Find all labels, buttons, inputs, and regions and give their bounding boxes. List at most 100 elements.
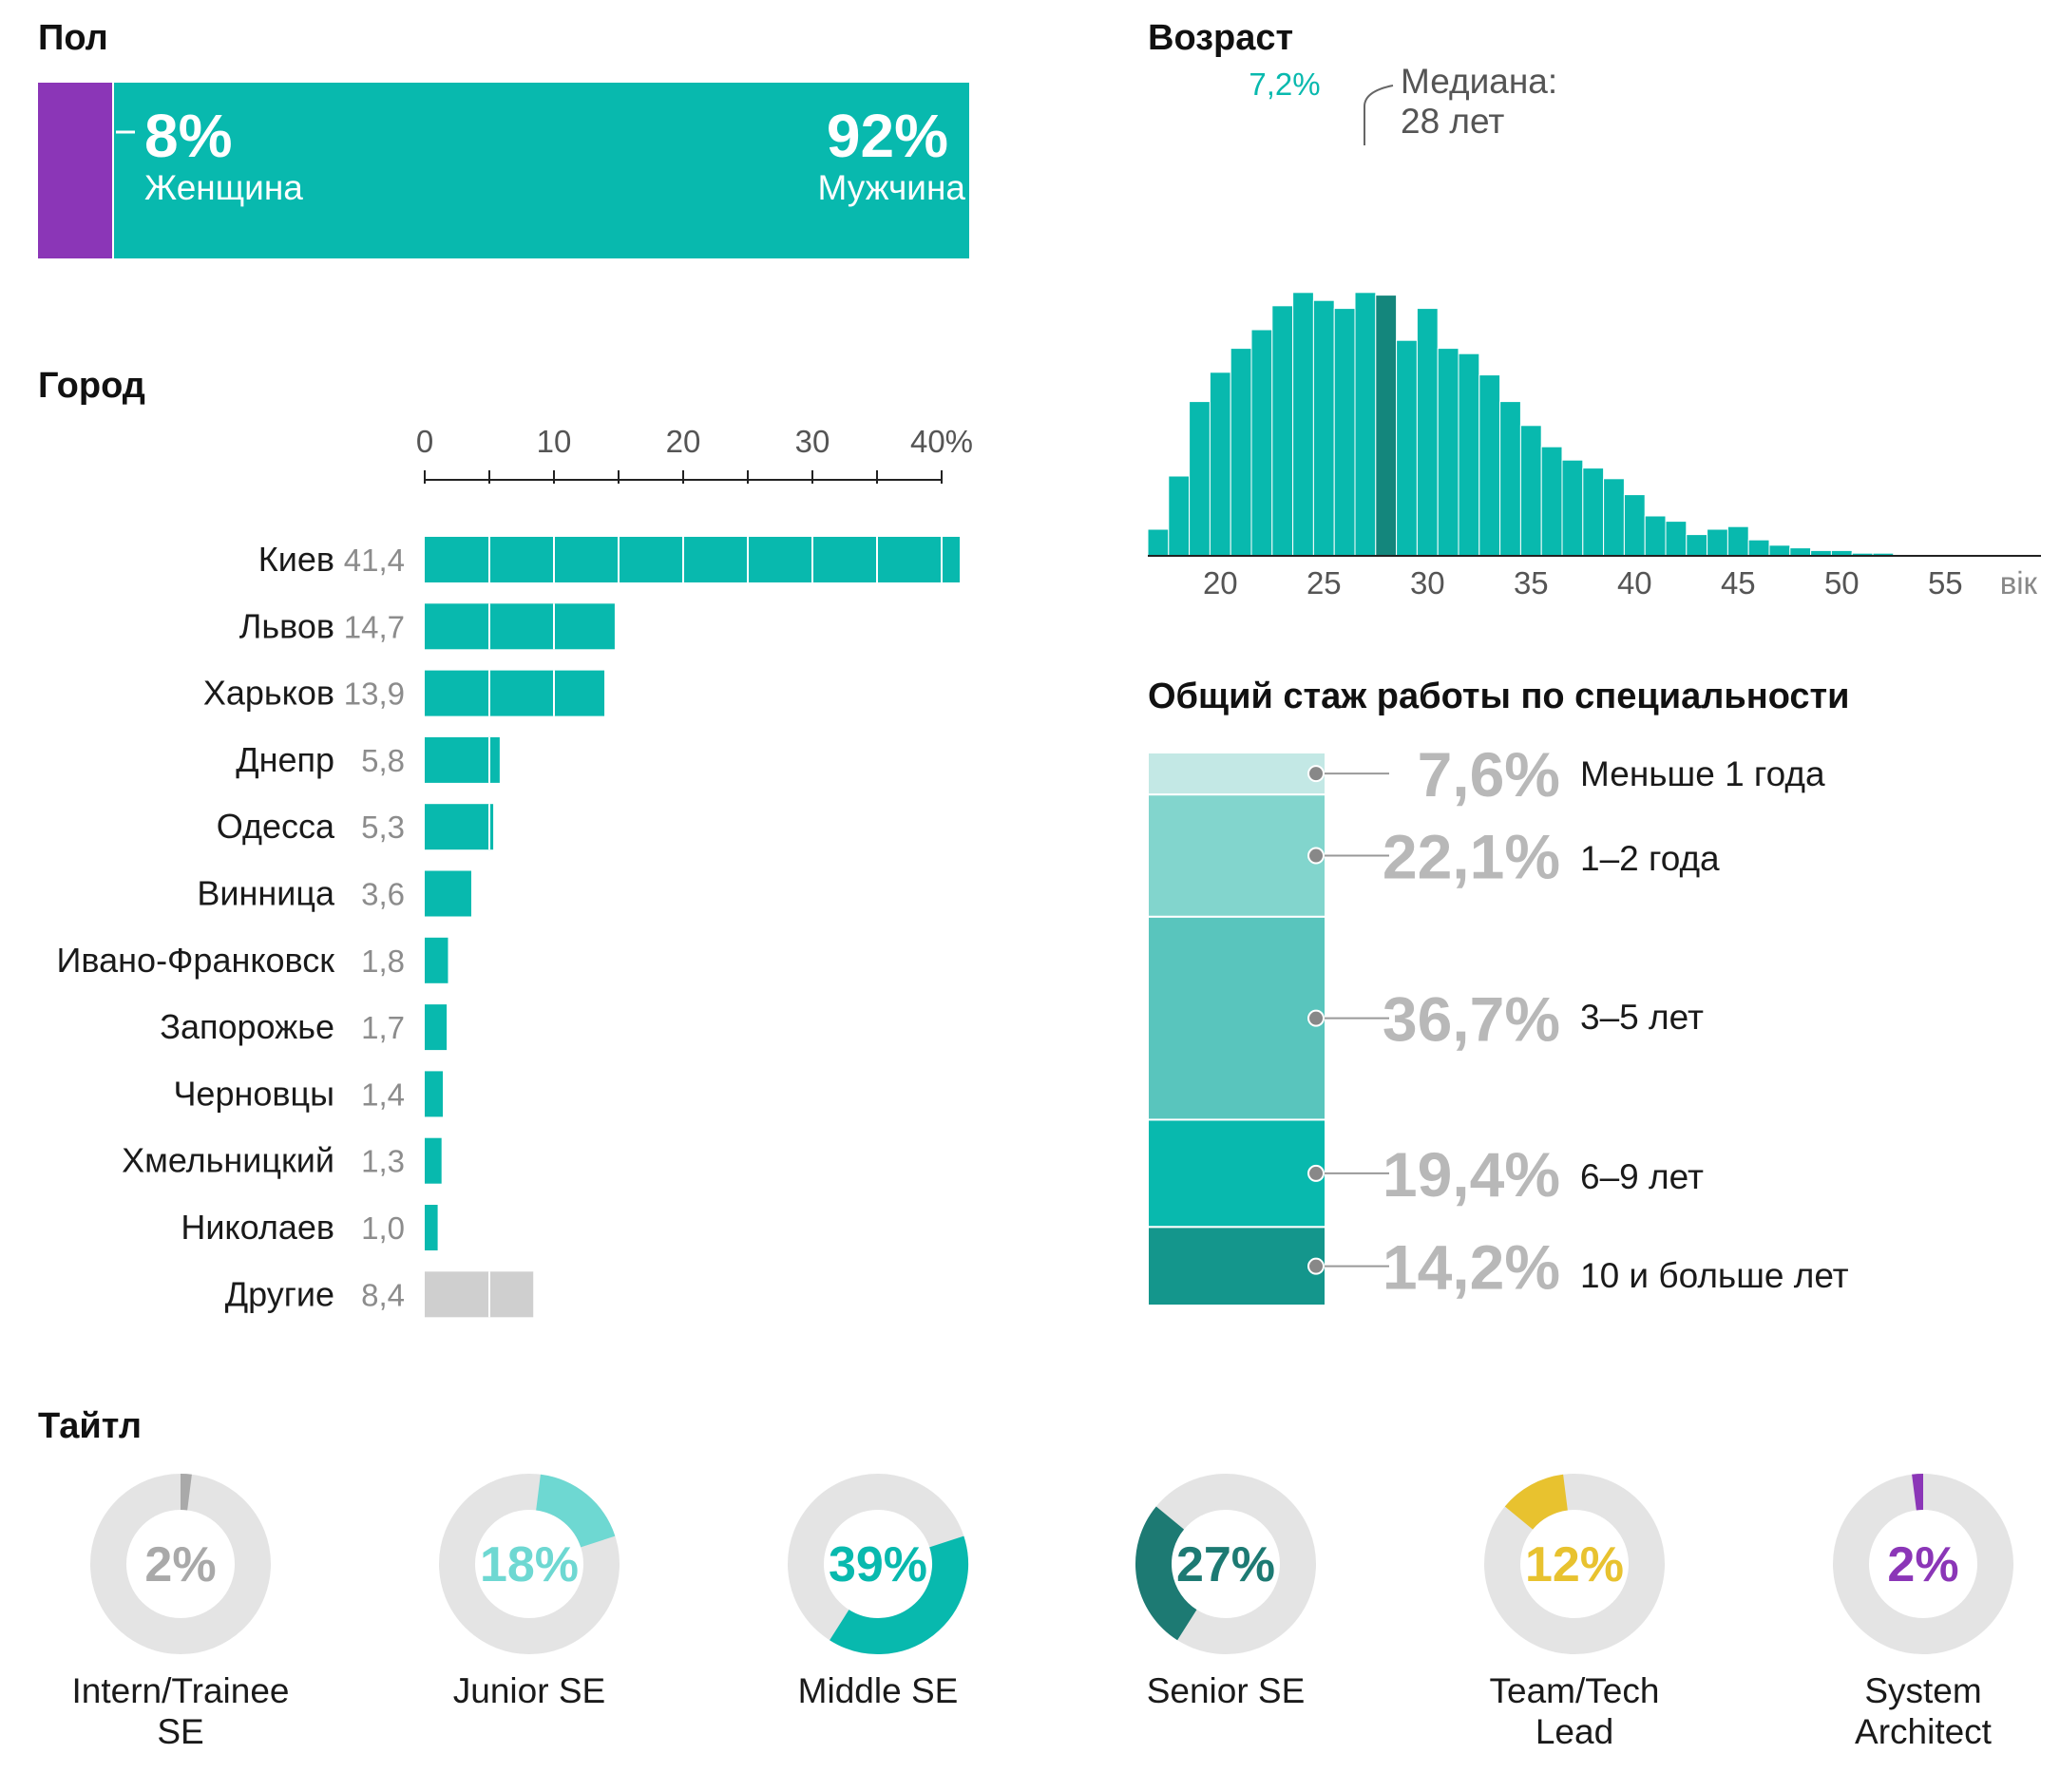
median-label-2: 28 лет: [1401, 102, 1504, 141]
city-name-label: Ивано-Франковск: [57, 941, 335, 980]
age-bar: [1666, 522, 1687, 556]
city-value-label: 1,7: [361, 1010, 405, 1045]
title-donut-label-2: Architect: [1855, 1712, 1993, 1751]
experience-dot: [1308, 1011, 1324, 1026]
title-donut-pct: 39%: [829, 1537, 927, 1592]
title-donut-label: Intern/Trainee: [72, 1671, 290, 1710]
experience-category-label: 3–5 лет: [1580, 998, 1704, 1037]
title-donut-label: System: [1864, 1671, 1981, 1710]
title-donut-arc: [1518, 1493, 1565, 1518]
city-bars: 41,4Киев14,7Львов13,9Харьков5,8Днепр5,3О…: [57, 537, 960, 1317]
experience-dot: [1308, 848, 1324, 864]
city-bar: [425, 1071, 443, 1116]
age-tick-label: 25: [1307, 565, 1342, 601]
experience-segment: [1148, 794, 1326, 917]
experience-category-label: 1–2 года: [1580, 839, 1720, 878]
experience-pct-label: 22,1%: [1383, 822, 1560, 892]
age-bar: [1272, 306, 1293, 556]
city-value-label: 3,6: [361, 877, 405, 912]
city-value-label: 1,4: [361, 1077, 405, 1112]
age-tick-label: 20: [1203, 565, 1238, 601]
city-name-label: Днепр: [236, 740, 334, 779]
city-bar: [425, 938, 448, 983]
experience-category-label: Меньше 1 года: [1580, 754, 1825, 793]
city-bar: [425, 1004, 447, 1050]
title-donut-arc: [539, 1493, 599, 1542]
title-donut-pct: 2%: [1887, 1537, 1958, 1592]
age-bar: [1190, 402, 1211, 556]
age-bar: [1251, 330, 1272, 556]
age-xlabel: вік: [2000, 565, 2038, 601]
city-bar: [425, 1205, 438, 1250]
experience-pct-label: 14,2%: [1383, 1232, 1560, 1303]
age-bar: [1459, 353, 1479, 556]
age-tick-label: 50: [1824, 565, 1860, 601]
experience-dot: [1308, 1166, 1324, 1181]
title-donut: 18%Junior SE: [453, 1492, 605, 1710]
title-donut: 27% Senior SE: [1147, 1492, 1306, 1710]
city-tick-label: 20: [666, 424, 701, 459]
experience-pct-label: 19,4%: [1383, 1139, 1560, 1210]
gender-men-label: Мужчина: [818, 168, 966, 207]
experience-category-label: 6–9 лет: [1580, 1157, 1704, 1196]
title-donut-arc: [1914, 1492, 1923, 1493]
gender-men-pct: 92%: [827, 102, 948, 170]
age-bar: [1355, 293, 1376, 556]
city-title: Город: [38, 366, 145, 406]
city-name-label: Другие: [225, 1274, 334, 1313]
city-name-label: Киев: [258, 540, 334, 579]
experience-dot: [1308, 1259, 1324, 1274]
age-tick-label: 40: [1617, 565, 1652, 601]
title-donut-pct: 27%: [1176, 1537, 1275, 1592]
title-donut-pct: 2%: [144, 1537, 216, 1592]
age-bar: [1727, 526, 1748, 556]
age-tick-label: 35: [1514, 565, 1549, 601]
age-bar: [1790, 548, 1811, 556]
city-value-label: 5,3: [361, 810, 405, 845]
median-callout-line: [1364, 86, 1393, 145]
city-name-label: Николаев: [181, 1208, 334, 1247]
gender-women-label: Женщина: [144, 168, 303, 207]
experience-segment: [1148, 1227, 1326, 1306]
gender-chart: Пол 8% Женщина 92% Мужчина: [38, 18, 969, 258]
experience-segment: [1148, 1119, 1326, 1227]
city-bar: [425, 1138, 442, 1184]
age-bar: [1604, 479, 1625, 556]
city-name-label: Запорожье: [160, 1007, 334, 1046]
city-name-label: Харьков: [203, 674, 334, 713]
age-bar: [1148, 529, 1169, 556]
city-tick-label: 40%: [910, 424, 973, 459]
city-value-label: 13,9: [344, 677, 405, 712]
age-bar: [1376, 295, 1397, 556]
age-bar: [1438, 349, 1459, 556]
experience-chart: Общий стаж работы по специальности 7,6%М…: [1148, 677, 1850, 1306]
city-name-label: Одесса: [217, 807, 335, 846]
age-bar: [1334, 309, 1355, 556]
experience-pct-label: 36,7%: [1383, 984, 1560, 1055]
city-value-label: 5,8: [361, 743, 405, 778]
title-donut: 39%Middle SE: [798, 1492, 959, 1710]
age-bar: [1479, 375, 1500, 556]
age-tick-label: 45: [1721, 565, 1756, 601]
city-value-label: 8,4: [361, 1277, 405, 1312]
age-bar: [1707, 529, 1728, 556]
age-bars: [1148, 293, 2060, 556]
experience-dot: [1308, 766, 1324, 781]
age-bar: [1520, 426, 1541, 556]
city-bar: [425, 871, 471, 917]
title-donut-label: Senior SE: [1147, 1671, 1306, 1710]
age-peak-label: 7,2%: [1249, 67, 1320, 102]
title-donut-pct: 12%: [1525, 1537, 1624, 1592]
city-tick-label: 30: [795, 424, 830, 459]
city-value-label: 41,4: [344, 543, 405, 578]
gender-bar-women: [38, 83, 112, 258]
age-bar: [1624, 495, 1645, 556]
city-bar: [425, 603, 615, 649]
